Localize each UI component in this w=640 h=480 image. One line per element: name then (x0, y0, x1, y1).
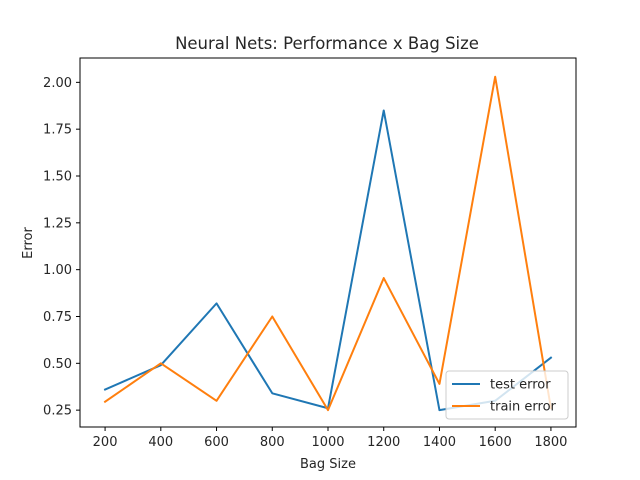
x-tick-label: 600 (204, 435, 229, 450)
legend-label-2: train error (490, 400, 557, 415)
x-tick-label: 1200 (367, 435, 400, 450)
x-axis-title: Bag Size (300, 457, 356, 472)
legend: test error train error (445, 370, 569, 420)
x-tick-label: 800 (260, 435, 285, 450)
chart-title: Neural Nets: Performance x Bag Size (175, 34, 479, 53)
ticks-layer: 200 400 600 800 1000 1200 1400 1600 1800 0.25 0.50… (43, 76, 567, 450)
y-tick-label: 1.50 (43, 170, 72, 185)
x-tick-label: 400 (148, 435, 173, 450)
x-tick-label: 1400 (423, 435, 456, 450)
y-tick-label: 1.75 (43, 123, 72, 138)
x-tick-label: 1800 (534, 435, 567, 450)
y-tick-label: 0.50 (43, 357, 72, 372)
y-axis-title: Error (21, 227, 36, 259)
y-tick-label: 0.25 (43, 404, 72, 419)
y-tick-label: 1.25 (43, 216, 72, 231)
y-tick-label: 1.00 (43, 263, 72, 278)
x-tick-label: 200 (93, 435, 118, 450)
x-tick-label: 1600 (479, 435, 512, 450)
legend-label-1: test error (490, 378, 551, 393)
x-tick-label: 1000 (311, 435, 344, 450)
y-tick-label: 2.00 (43, 76, 72, 91)
y-tick-label: 0.75 (43, 310, 72, 325)
series-line-2 (103, 75, 553, 412)
